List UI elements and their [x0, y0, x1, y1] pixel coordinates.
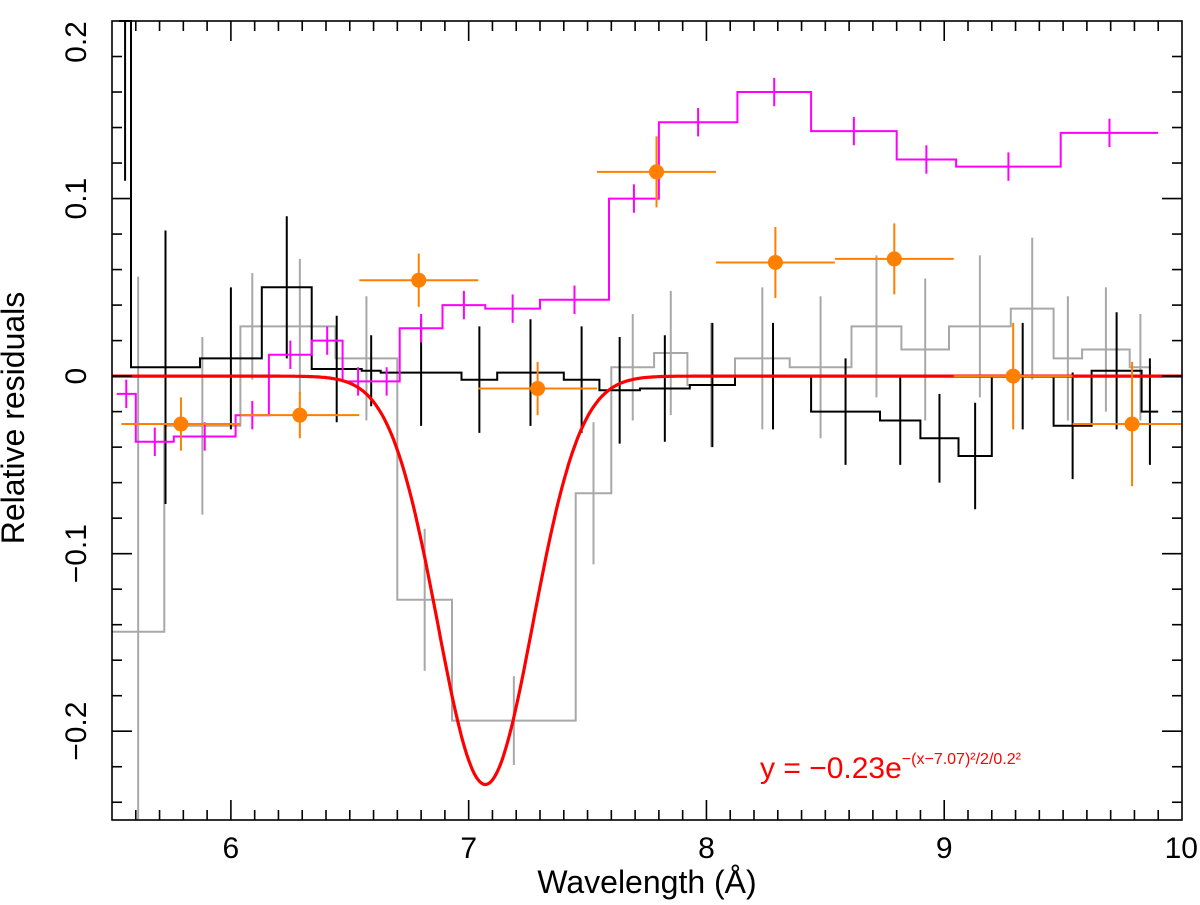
- y-tick-label: 0.1: [60, 178, 93, 220]
- y-tick-label: 0.2: [60, 21, 93, 63]
- orange-point-8: [1124, 416, 1140, 432]
- x-tick-label: 7: [460, 832, 477, 865]
- plot-frame: [111, 20, 1183, 821]
- orange-point-3: [530, 381, 546, 397]
- gaussian-annotation: y = −0.23e−(x−7.07)²/2/0.2²: [760, 751, 1022, 785]
- orange-point-4: [649, 164, 665, 180]
- orange-point-2: [411, 272, 427, 288]
- x-tick-label: 9: [936, 832, 953, 865]
- series-layer: [112, 20, 1182, 820]
- orange-point-5: [767, 254, 783, 270]
- x-axis-title: Wavelength (Å): [537, 864, 756, 900]
- x-tick-label: 6: [223, 832, 240, 865]
- y-tick-label: −0.2: [60, 702, 93, 761]
- annotation-prefix: y = −0.23e: [760, 752, 902, 785]
- y-tick-label: 0: [60, 368, 93, 385]
- orange-point-0: [173, 416, 189, 432]
- orange-point-6: [886, 251, 902, 267]
- series-gray: [112, 237, 1152, 820]
- black-step-line: [119, 20, 1159, 457]
- orange-point-1: [292, 407, 308, 423]
- axes-layer: 6 7 8 9 10 −0.2 −0.1 0 0.1 0.2: [60, 20, 1198, 865]
- y-axis-title: Relative residuals: [0, 292, 31, 545]
- gray-step-line: [112, 307, 1152, 722]
- annotation-exponent: −(x−7.07)²/2/0.2²: [902, 751, 1022, 768]
- x-tick-label: 10: [1165, 832, 1198, 865]
- magenta-step-line: [116, 91, 1159, 443]
- x-tick-label: 8: [698, 832, 715, 865]
- y-tick-label: −0.1: [60, 524, 93, 583]
- series-magenta: [116, 77, 1159, 457]
- series-orange: [121, 136, 1182, 487]
- orange-point-7: [1005, 368, 1021, 384]
